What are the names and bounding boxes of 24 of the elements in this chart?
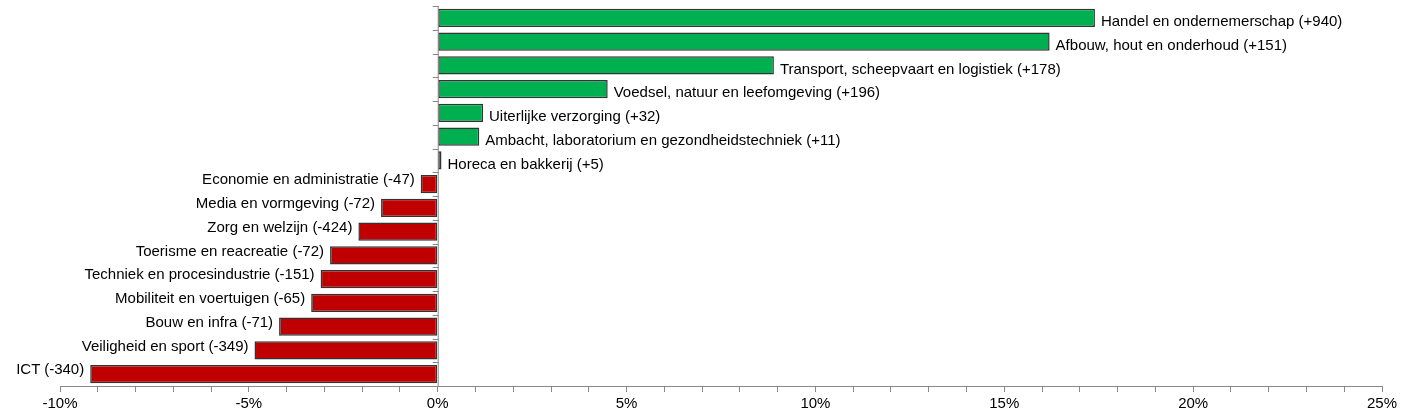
y-tick-label: Handel en ondernemerschap (+940) xyxy=(1100,12,1343,30)
y-tick-label: Mobiliteit en voertuigen (-65) xyxy=(115,289,306,307)
x-tick-label: -5% xyxy=(235,394,263,412)
x-tick-label: 25% xyxy=(1366,394,1398,412)
y-tick-label: Techniek en procesindustrie (-151) xyxy=(84,265,315,283)
y-tick-label: Economie en administratie (-47) xyxy=(202,170,415,188)
y-tick-label: Ambacht, laboratorium en gezondheidstechniek (+11) xyxy=(485,130,841,148)
y-tick-label: Uiterlijke verzorging (+32) xyxy=(489,107,661,125)
y-tick-label: Horeca en bakkerij (+5) xyxy=(447,154,604,172)
y-tick-label: Transport, scheepvaart en logistiek (+178) xyxy=(779,59,1061,77)
y-tick-label: Veiligheid en sport (-349) xyxy=(81,336,249,354)
y-tick-label: Media en vormgeving (-72) xyxy=(195,194,376,212)
x-tick-label: -10% xyxy=(42,394,78,412)
y-tick-label: Voedsel, natuur en leefomgeving (+196) xyxy=(613,83,881,101)
x-tick-label: 0% xyxy=(426,394,449,412)
y-tick-label: Toerisme en reacreatie (-72) xyxy=(135,241,325,259)
y-tick-label: Afbouw, hout en onderhoud (+151) xyxy=(1055,35,1288,53)
y-tick-label: Bouw en infra (-71) xyxy=(145,312,274,330)
y-tick-label: ICT (-340) xyxy=(16,360,85,378)
x-tick-label: 15% xyxy=(989,394,1020,412)
x-tick-label: 10% xyxy=(800,394,831,412)
y-tick-label: Zorg en welzijn (-424) xyxy=(207,217,353,235)
x-tick-label: 5% xyxy=(615,394,638,412)
x-tick-label: 20% xyxy=(1178,394,1209,412)
